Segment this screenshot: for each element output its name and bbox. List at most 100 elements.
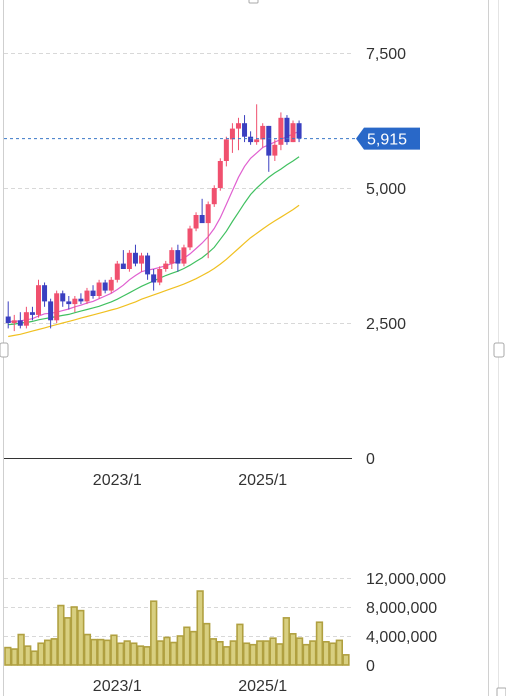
candle: [126, 250, 132, 272]
candle-body: [5, 316, 11, 323]
candle-body: [48, 301, 54, 321]
candle-body: [254, 139, 260, 143]
volume-bar: [196, 590, 204, 666]
volume-bar: [123, 640, 131, 666]
candle: [36, 279, 41, 318]
candle-body: [84, 290, 90, 302]
candle: [157, 266, 163, 286]
moving-average-line-1: [8, 130, 300, 323]
candle-body: [242, 123, 248, 137]
volume-bar: [130, 642, 138, 666]
candle-body: [181, 247, 187, 264]
candle-body: [132, 252, 138, 264]
candle-body: [17, 320, 23, 326]
bottom-right-resize-handle[interactable]: [496, 687, 506, 696]
candle-body: [223, 139, 229, 161]
volume-bar: [262, 640, 271, 666]
candle-body: [102, 282, 108, 291]
candle-body: [235, 123, 241, 129]
candle-body: [36, 285, 41, 315]
volume-bar: [70, 606, 78, 666]
volume-bar: [17, 633, 25, 666]
candle: [181, 244, 187, 267]
volume-bar: [156, 640, 164, 666]
candle: [145, 252, 151, 280]
candle-body: [296, 123, 302, 139]
volume-x-tick-label: 2023/1: [93, 678, 142, 695]
volume-gridlines: [4, 578, 352, 637]
candle-body: [278, 117, 284, 145]
candle: [11, 314, 17, 332]
candle-body: [211, 188, 217, 205]
candle-body: [139, 255, 145, 264]
candle-body: [114, 263, 120, 280]
right-resize-handle[interactable]: [493, 342, 505, 358]
candle: [72, 296, 78, 313]
volume-bar: [4, 646, 12, 666]
volume-bar: [236, 623, 244, 666]
candle-body: [151, 274, 157, 283]
price-y-tick-label: 5,000: [366, 181, 406, 198]
volume-time-axis: 2023/1 2025/1: [93, 678, 287, 695]
candle-body: [90, 290, 96, 296]
candle-body: [42, 285, 48, 302]
candle-body: [78, 298, 84, 302]
volume-bar: [256, 640, 264, 666]
candle: [114, 260, 120, 283]
candle: [175, 244, 181, 272]
volume-bar-series: [4, 590, 350, 666]
last-price-label: 5,915: [367, 132, 407, 149]
volume-bar: [116, 642, 125, 666]
volume-y-tick-label: 8,000,000: [366, 600, 437, 617]
candle: [90, 285, 96, 299]
candle: [229, 123, 235, 153]
candle-body: [187, 228, 193, 248]
volume-bar: [176, 635, 184, 666]
volume-bar: [216, 640, 224, 666]
candle: [199, 198, 205, 224]
candle: [169, 247, 175, 269]
candle: [235, 117, 241, 151]
volume-bar: [329, 642, 337, 666]
volume-bar: [335, 639, 343, 666]
candle-body: [60, 293, 66, 302]
last-price-tag-background: [356, 127, 420, 150]
candle: [278, 112, 284, 151]
left-resize-handle[interactable]: [0, 342, 9, 358]
volume-bar: [50, 638, 58, 666]
price-y-tick-label: 0: [366, 451, 375, 468]
candle: [42, 282, 48, 307]
candle: [284, 115, 290, 145]
candle-body: [248, 136, 254, 143]
price-x-tick-label: 2023/1: [93, 472, 142, 489]
candle-body: [23, 312, 29, 326]
candle-body: [272, 144, 278, 156]
volume-bar: [183, 626, 191, 666]
top-resize-handle[interactable]: [248, 0, 259, 4]
volume-bar: [37, 642, 45, 666]
volume-bar: [83, 633, 92, 666]
candle: [266, 125, 272, 172]
price-y-tick-label: 2,500: [366, 316, 406, 333]
volume-bar: [24, 645, 32, 666]
volume-bar: [222, 646, 231, 666]
candle-body: [72, 298, 78, 305]
candle: [84, 287, 90, 305]
candle-body: [260, 125, 266, 140]
moving-average-line-2: [8, 156, 300, 326]
volume-bar: [315, 621, 324, 666]
candle-body: [145, 255, 151, 275]
price-x-tick-label: 2025/1: [238, 472, 287, 489]
candle-body: [120, 263, 126, 269]
candle: [193, 212, 199, 232]
candle: [254, 104, 260, 145]
price-y-tick-label: 7,500: [366, 46, 406, 63]
volume-y-tick-label: 0: [366, 658, 375, 675]
candle: [29, 306, 35, 321]
candle-body: [193, 215, 199, 229]
candle: [187, 225, 193, 251]
candle: [139, 252, 145, 272]
candle-body: [199, 215, 205, 224]
volume-bar: [282, 617, 290, 666]
candle-body: [157, 269, 163, 283]
